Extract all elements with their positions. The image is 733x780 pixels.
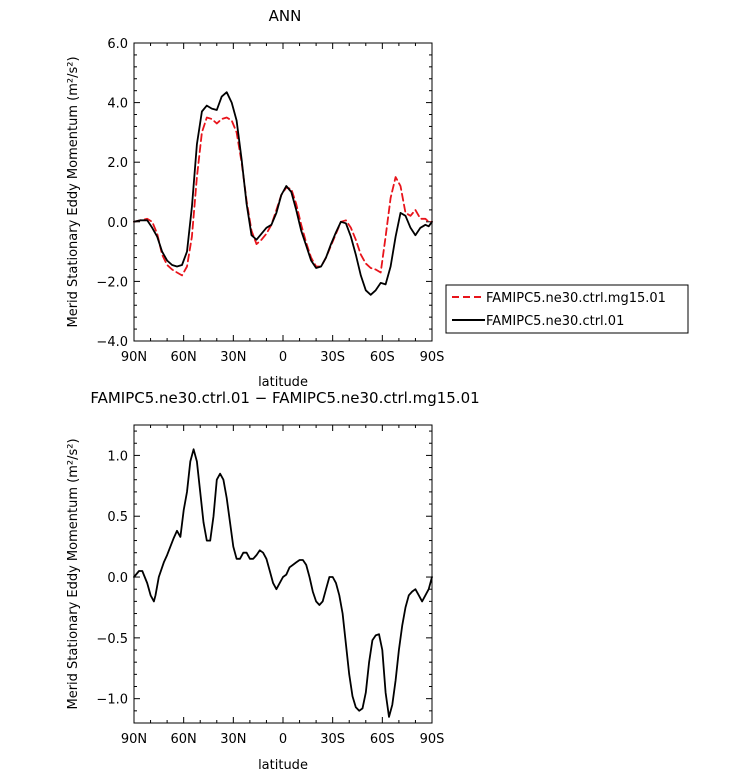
legend: FAMIPC5.ne30.ctrl.mg15.01 FAMIPC5.ne30.c… <box>445 284 689 334</box>
y-tick-label: 0.0 <box>107 216 128 231</box>
chart-title: FAMIPC5.ne30.ctrl.01 − FAMIPC5.ne30.ctrl… <box>90 389 479 407</box>
y-tick-label: −0.5 <box>96 632 128 647</box>
y-tick-label: −4.0 <box>96 335 128 350</box>
y-tick-label: 1.0 <box>107 449 128 464</box>
x-tick-label: 0 <box>279 732 287 747</box>
y-tick-label: 2.0 <box>107 156 128 171</box>
x-tick-label: 60N <box>171 350 197 365</box>
series-line-0 <box>133 448 433 718</box>
chart-title: ANN <box>269 7 302 25</box>
x-tick-label: 0 <box>279 350 287 365</box>
legend-label-ctrl: FAMIPC5.ne30.ctrl.01 <box>486 314 624 329</box>
panel-top: ANN 90N 60N 30N 0 30S 60S 90S −4.0 −2.0 0.0 2.0 4.… <box>66 7 689 390</box>
tick-marks <box>133 42 433 342</box>
x-axis-label: latitude <box>258 375 308 390</box>
y-tick-labels: −4.0 −2.0 0.0 2.0 4.0 6.0 <box>96 37 128 350</box>
y-axis-label: Merid Stationary Eddy Momentum (m²/s²) <box>66 56 81 327</box>
x-tick-label: 60N <box>171 732 197 747</box>
y-tick-label: −2.0 <box>96 275 128 290</box>
x-axis-label: latitude <box>258 758 308 773</box>
tick-marks <box>133 425 433 723</box>
x-tick-label: 90N <box>121 732 147 747</box>
y-axis-label: Merid Stationary Eddy Momentum (m²/s²) <box>66 438 81 709</box>
x-tick-label: 30S <box>320 732 345 747</box>
x-tick-labels: 90N 60N 30N 0 30S 60S 90S <box>121 350 445 365</box>
y-tick-label: −1.0 <box>96 693 128 708</box>
legend-label-mg15: FAMIPC5.ne30.ctrl.mg15.01 <box>486 291 666 306</box>
y-tick-label: 0.0 <box>107 571 128 586</box>
x-tick-labels: 90N 60N 30N 0 30S 60S 90S <box>121 732 445 747</box>
series-lines <box>133 448 433 718</box>
y-tick-labels: −1.0 −0.5 0.0 0.5 1.0 <box>96 449 128 707</box>
y-tick-label: 0.5 <box>107 510 128 525</box>
x-tick-label: 30S <box>320 350 345 365</box>
x-tick-label: 60S <box>370 350 395 365</box>
x-tick-label: 90S <box>420 350 445 365</box>
x-tick-label: 30N <box>220 732 246 747</box>
series-line-0 <box>133 116 433 277</box>
x-tick-label: 90S <box>420 732 445 747</box>
y-tick-label: 4.0 <box>107 97 128 112</box>
x-tick-label: 60S <box>370 732 395 747</box>
legend-box <box>445 284 689 334</box>
x-tick-label: 30N <box>220 350 246 365</box>
y-tick-label: 6.0 <box>107 37 128 52</box>
series-lines <box>133 91 433 296</box>
x-tick-label: 90N <box>121 350 147 365</box>
series-line-1 <box>133 91 433 296</box>
panel-bottom: FAMIPC5.ne30.ctrl.01 − FAMIPC5.ne30.ctrl… <box>66 389 480 773</box>
plot-frame <box>133 424 433 724</box>
